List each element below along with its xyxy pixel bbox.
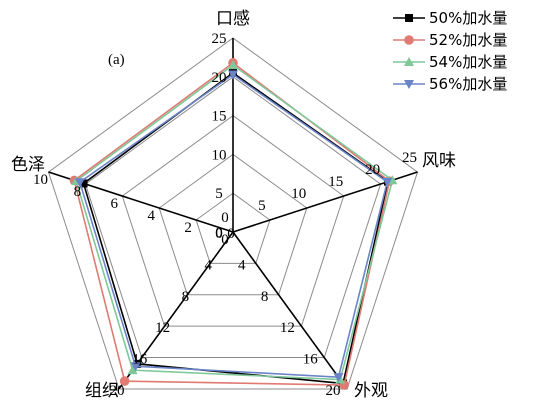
tick-label: 20: [212, 70, 227, 86]
tick-label: 20: [109, 383, 124, 399]
legend-item: 56%加水量: [429, 75, 507, 93]
axis-line-2: [232, 231, 348, 390]
grid-ring-4: [84, 76, 382, 359]
marker: [228, 70, 238, 80]
marker: [127, 365, 138, 375]
tick-label: 0: [221, 232, 229, 248]
grid-ring-2: [158, 153, 308, 296]
tick-label: 10: [33, 172, 48, 188]
marker: [382, 177, 393, 187]
tick-label: 4: [238, 257, 246, 273]
series-line: [73, 61, 391, 386]
marker: [333, 373, 344, 383]
tick-label: 5: [258, 198, 266, 214]
legend-item: 54%加水量: [429, 53, 507, 71]
axis-label-3: 组织: [85, 381, 119, 401]
series-line: [75, 64, 394, 381]
tick-label: 20: [365, 162, 380, 178]
tick-label: 15: [212, 109, 227, 125]
tick-label: 5: [215, 186, 223, 202]
series-line: [78, 73, 389, 379]
axis-label-4: 色泽: [11, 155, 45, 175]
tick-label: 20: [326, 383, 341, 399]
tick-label: 8: [74, 184, 82, 200]
tick-label: 4: [147, 208, 155, 224]
marker: [79, 179, 88, 188]
axis-label-2: 外观: [354, 381, 388, 401]
tick-label: 2: [184, 220, 192, 236]
tick-label: 0: [215, 226, 223, 242]
tick-label: 12: [155, 320, 170, 336]
legend: 50%加水量 52%加水量 54%加水量 56%加水量: [393, 9, 507, 93]
marker: [119, 376, 130, 386]
axis-label-1: 风味: [422, 151, 456, 171]
series-3: [74, 70, 393, 383]
tick-label: 6: [111, 196, 119, 212]
tick-label: 10: [212, 147, 227, 163]
marker: [74, 178, 85, 188]
series-0: [79, 68, 392, 388]
tick-label: 25: [212, 31, 227, 47]
grid-ring-3: [121, 114, 345, 327]
tick-label: 16: [303, 352, 319, 368]
tick-label: 8: [261, 289, 269, 305]
grid-layer: [47, 37, 419, 390]
marker: [404, 35, 414, 45]
grid-ring-5: [47, 37, 419, 390]
series-line: [82, 71, 389, 385]
tick-label: 15: [328, 174, 343, 190]
marker: [228, 60, 238, 70]
tick-label: 0: [227, 226, 235, 242]
marker: [405, 14, 413, 22]
marker: [130, 362, 141, 372]
tick-label: 12: [280, 320, 295, 336]
panel-label: (a): [108, 52, 125, 68]
series-layer: [69, 58, 398, 390]
axis-label-0: 口感: [216, 9, 250, 29]
marker: [404, 57, 414, 66]
tick-label: 16: [132, 352, 148, 368]
series-1: [69, 58, 395, 390]
marker: [404, 80, 414, 89]
tick-label: 4: [204, 257, 212, 273]
grid-ring-1: [195, 192, 271, 264]
tick-label: 0: [215, 225, 223, 241]
legend-item: 52%加水量: [429, 31, 507, 49]
tick-label: 10: [291, 186, 306, 202]
legend-item: 50%加水量: [429, 9, 507, 27]
label-layer: 0510152025051015202504812162004812162002…: [11, 9, 456, 401]
tick-label: 0: [221, 210, 229, 226]
tick-label: 8: [182, 289, 190, 305]
tick-label: 25: [402, 150, 417, 166]
